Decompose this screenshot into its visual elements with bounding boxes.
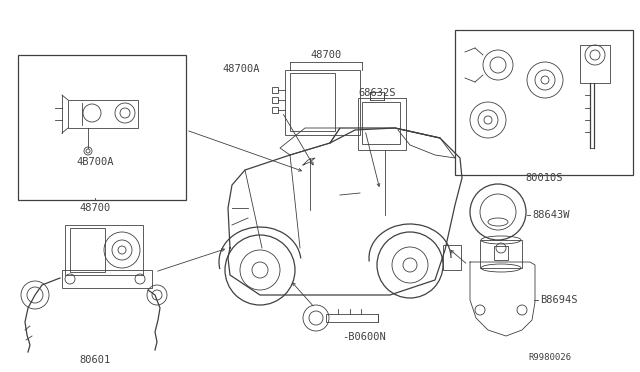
Text: 80601: 80601 — [79, 355, 111, 365]
Text: B8694S: B8694S — [540, 295, 577, 305]
Bar — [68, 100, 138, 128]
Text: 48700A: 48700A — [222, 64, 259, 74]
Bar — [290, 73, 335, 131]
Text: 48700: 48700 — [310, 50, 342, 60]
Text: 68632S: 68632S — [358, 88, 396, 98]
Bar — [18, 55, 186, 200]
Text: -B0600N: -B0600N — [342, 332, 386, 342]
Text: 88643W: 88643W — [532, 210, 570, 220]
Bar — [62, 270, 152, 288]
Bar — [272, 97, 278, 103]
Bar — [370, 92, 384, 100]
Text: 48700: 48700 — [79, 203, 111, 213]
Bar — [272, 87, 278, 93]
Bar — [362, 102, 400, 144]
Text: 4B700A: 4B700A — [76, 157, 114, 167]
Bar — [326, 314, 378, 322]
Bar — [494, 246, 508, 260]
Bar — [272, 107, 278, 113]
Text: 80010S: 80010S — [525, 173, 563, 183]
Text: R9980026: R9980026 — [529, 353, 572, 362]
Bar — [358, 98, 406, 150]
Bar — [65, 225, 143, 275]
Bar — [285, 70, 360, 135]
Bar — [455, 30, 633, 175]
Polygon shape — [470, 262, 535, 336]
Bar — [480, 240, 522, 268]
Bar — [580, 45, 610, 83]
Bar — [70, 228, 105, 272]
Bar — [443, 245, 461, 270]
